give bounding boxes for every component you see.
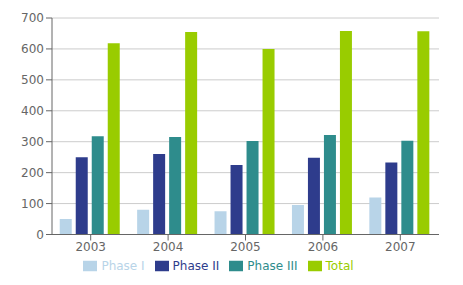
svg-text:2005: 2005 [230,240,261,254]
svg-text:2004: 2004 [153,240,184,254]
svg-text:400: 400 [21,104,44,118]
html-text:Phase III: Phase III [247,258,298,273]
svg-text:2006: 2006 [308,240,339,254]
svg-text:100: 100 [21,197,44,211]
svg-text:500: 500 [21,73,44,87]
html-text:Phase II: Phase II [172,258,220,273]
svg-text:2007: 2007 [385,240,416,254]
svg-text:700: 700 [21,11,44,25]
svg-text:2003: 2003 [75,240,106,254]
svg-text:600: 600 [21,42,44,56]
svg-text:0: 0 [36,228,44,242]
html-text:Phase I: Phase I [101,258,145,273]
svg-text:200: 200 [21,166,44,180]
html-text:Total: Total [325,258,354,273]
svg-text:300: 300 [21,135,44,149]
